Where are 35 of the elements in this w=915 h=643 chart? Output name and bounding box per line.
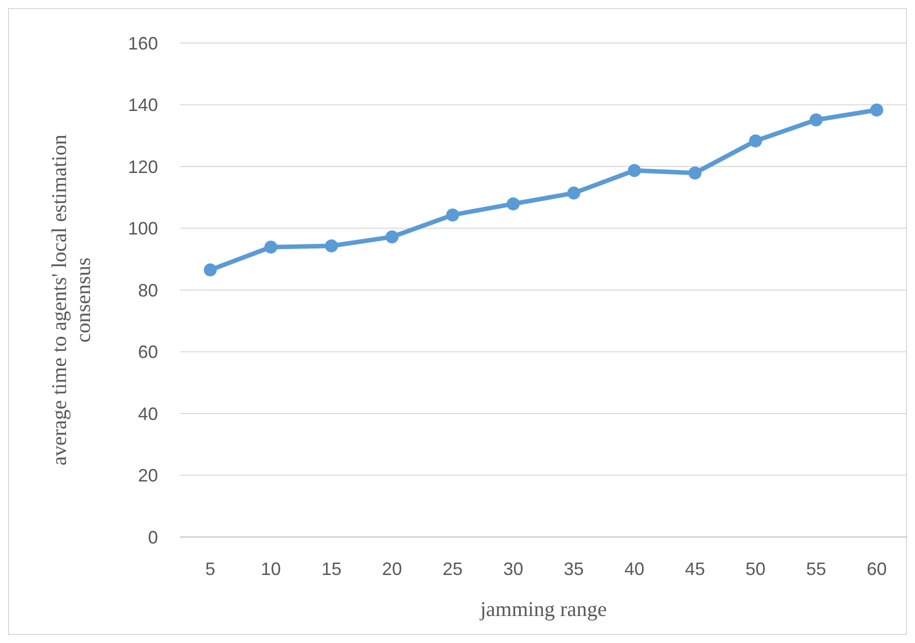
x-axis-title: jamming range [479,597,607,621]
point [506,197,520,210]
point [204,263,217,276]
x-tick-label: 55 [806,559,826,579]
y-tick-label: 40 [138,404,158,424]
x-tick-label: 10 [260,559,281,579]
x-tick-label: 60 [866,559,887,579]
x-tick-label: 15 [321,559,342,579]
x-tick-label: 30 [503,559,524,579]
point [870,104,884,116]
y-tick-label: 60 [138,342,158,362]
point [749,134,762,148]
x-tick-label: 20 [382,559,402,579]
y-tick-label: 20 [138,466,158,486]
x-tick-label: 5 [205,559,216,579]
y-tick-label: 0 [148,527,158,548]
x-tick-label: 25 [442,559,463,579]
point [688,166,702,180]
point [567,186,580,200]
point [628,164,641,178]
x-tick-label: 50 [746,559,766,579]
y-tick-label: 120 [128,156,158,177]
point [324,239,338,252]
x-tick-label: 45 [684,559,705,579]
y-axis-title: average time to agents' local estimation consensus [47,134,95,466]
y-tick-label: 100 [128,218,158,239]
point [810,113,823,126]
y-tick-label: 160 [128,33,158,54]
x-tick-label: 35 [564,559,584,579]
point [264,240,278,254]
y-tick-label: 140 [128,95,158,116]
point [446,208,460,222]
x-tick-label: 40 [624,559,644,579]
point [386,230,399,244]
y-tick-label: 80 [138,280,158,300]
